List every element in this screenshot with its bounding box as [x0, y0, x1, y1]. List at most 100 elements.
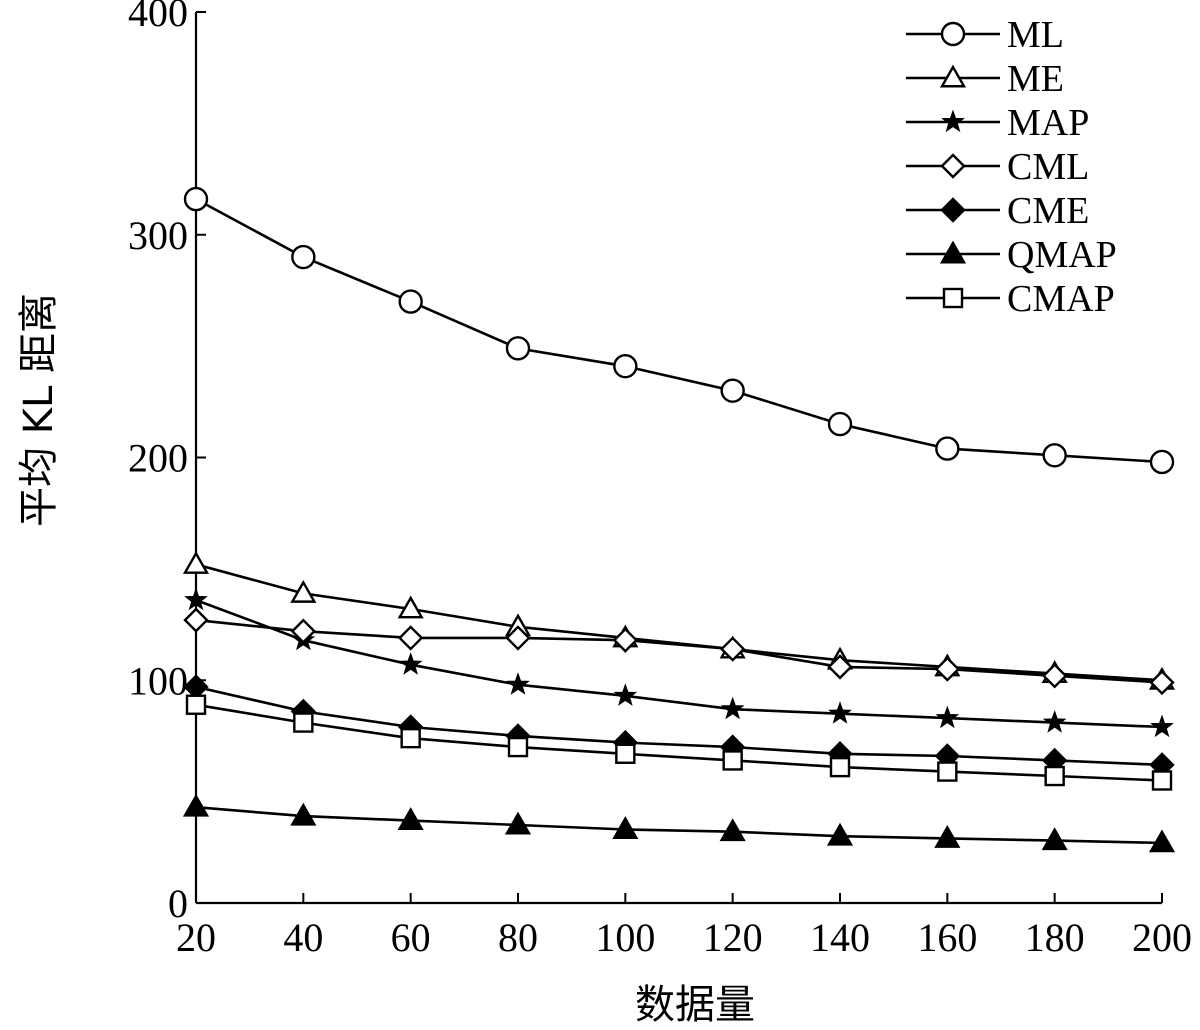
data-point-map [1042, 710, 1067, 733]
data-point-map [398, 652, 423, 675]
x-tick-label: 60 [391, 915, 431, 960]
legend-item-map: MAP [906, 102, 1089, 144]
data-point-cmap [507, 736, 529, 758]
data-point-cml [1149, 669, 1175, 696]
data-point-me [290, 579, 317, 603]
legend-marker [940, 197, 966, 223]
x-tick-label: 140 [810, 915, 870, 960]
data-point-cmap [615, 743, 636, 764]
legend-item-cmap: CMAP [906, 278, 1115, 320]
data-point-ml [613, 353, 638, 379]
data-point-ml [183, 186, 209, 212]
data-point-cml [183, 607, 209, 633]
data-point-ml [827, 411, 853, 437]
data-point-cmap [1044, 765, 1065, 787]
series-line-ml [195, 197, 1163, 464]
data-point-qmap [612, 816, 639, 839]
x-tick-label: 200 [1132, 915, 1192, 960]
series-line-me [195, 563, 1163, 682]
data-point-cml [827, 654, 853, 680]
x-tick-label: 40 [283, 915, 323, 960]
x-tick-label: 180 [1025, 915, 1085, 960]
data-point-me [182, 551, 210, 574]
series-cmap [185, 694, 1173, 791]
data-point-qmap [1148, 829, 1176, 853]
x-tick-label: 20 [176, 915, 216, 960]
x-tick-label: 100 [595, 915, 655, 960]
x-tick-label: 80 [498, 915, 538, 960]
series-qmap [182, 793, 1176, 853]
legend-label: ML [1007, 14, 1064, 56]
legend-label: MAP [1007, 102, 1089, 144]
data-point-ml [720, 378, 745, 403]
data-point-map [506, 672, 530, 695]
data-point-qmap [1041, 827, 1068, 851]
legend-label: CML [1007, 146, 1089, 188]
y-tick-label: 300 [128, 213, 188, 258]
legend-item-me: ME [906, 58, 1064, 100]
data-point-cmap [185, 694, 207, 715]
legend-label: QMAP [1007, 234, 1117, 276]
data-point-cmap [829, 756, 851, 778]
series-map [184, 587, 1174, 738]
x-axis-label: 数据量 [635, 982, 755, 1028]
series-ml [183, 186, 1175, 475]
data-point-cmap [937, 761, 958, 782]
data-point-cmap [1151, 770, 1173, 791]
y-tick-label: 400 [128, 0, 188, 35]
series-layer [182, 186, 1176, 853]
series-line-map [195, 598, 1163, 729]
y-tick-label: 0 [168, 881, 188, 926]
legend-marker [941, 109, 965, 133]
data-point-qmap [826, 822, 854, 846]
x-tick-label: 120 [703, 915, 763, 960]
legend-marker [940, 21, 966, 47]
legend-marker [939, 240, 967, 264]
data-point-cmap [722, 750, 743, 771]
data-point-qmap [397, 807, 424, 831]
y-tick-label: 200 [128, 436, 188, 481]
legend-item-qmap: QMAP [906, 234, 1117, 276]
series-line-cmap [195, 703, 1163, 782]
data-point-cml [719, 636, 746, 662]
series-line-cml [195, 618, 1163, 684]
data-point-qmap [934, 824, 961, 848]
data-point-qmap [504, 811, 532, 835]
legend-label: ME [1007, 58, 1064, 100]
data-point-cmap [293, 712, 314, 733]
series-cml [183, 607, 1175, 696]
legend-item-cml: CML [906, 146, 1089, 188]
data-point-cml [934, 656, 961, 682]
legend-marker [939, 64, 967, 88]
data-point-ml [291, 244, 316, 270]
data-point-map [935, 705, 960, 729]
legend-label: CME [1007, 190, 1089, 232]
data-point-map [613, 683, 638, 706]
y-tick-label: 100 [128, 658, 188, 703]
data-point-cml [505, 625, 531, 651]
data-point-cml [1041, 663, 1068, 689]
data-point-cml [397, 625, 424, 651]
data-point-cml [612, 627, 639, 653]
data-point-map [828, 701, 852, 724]
series-line-qmap [195, 805, 1163, 845]
legend-item-ml: ML [906, 14, 1064, 56]
data-point-ml [505, 336, 531, 361]
data-point-qmap [719, 818, 746, 842]
data-point-cmap [400, 727, 421, 749]
axes: 0 100 200 300 400 20 40 60 80 100 120 140 160 180 200 [128, 0, 1192, 960]
data-point-ml [1149, 449, 1175, 475]
data-point-qmap [290, 802, 317, 826]
legend-marker [942, 287, 964, 309]
data-point-me [397, 595, 424, 619]
data-point-ml [398, 289, 423, 314]
legend-marker [940, 153, 966, 179]
legend-label: CMAP [1007, 278, 1115, 320]
data-point-map [1150, 714, 1174, 738]
series-me [182, 551, 1176, 690]
series-line-cme [195, 685, 1163, 767]
x-tick-label: 160 [917, 915, 977, 960]
data-point-ml [1042, 443, 1067, 468]
data-point-map [184, 587, 208, 611]
